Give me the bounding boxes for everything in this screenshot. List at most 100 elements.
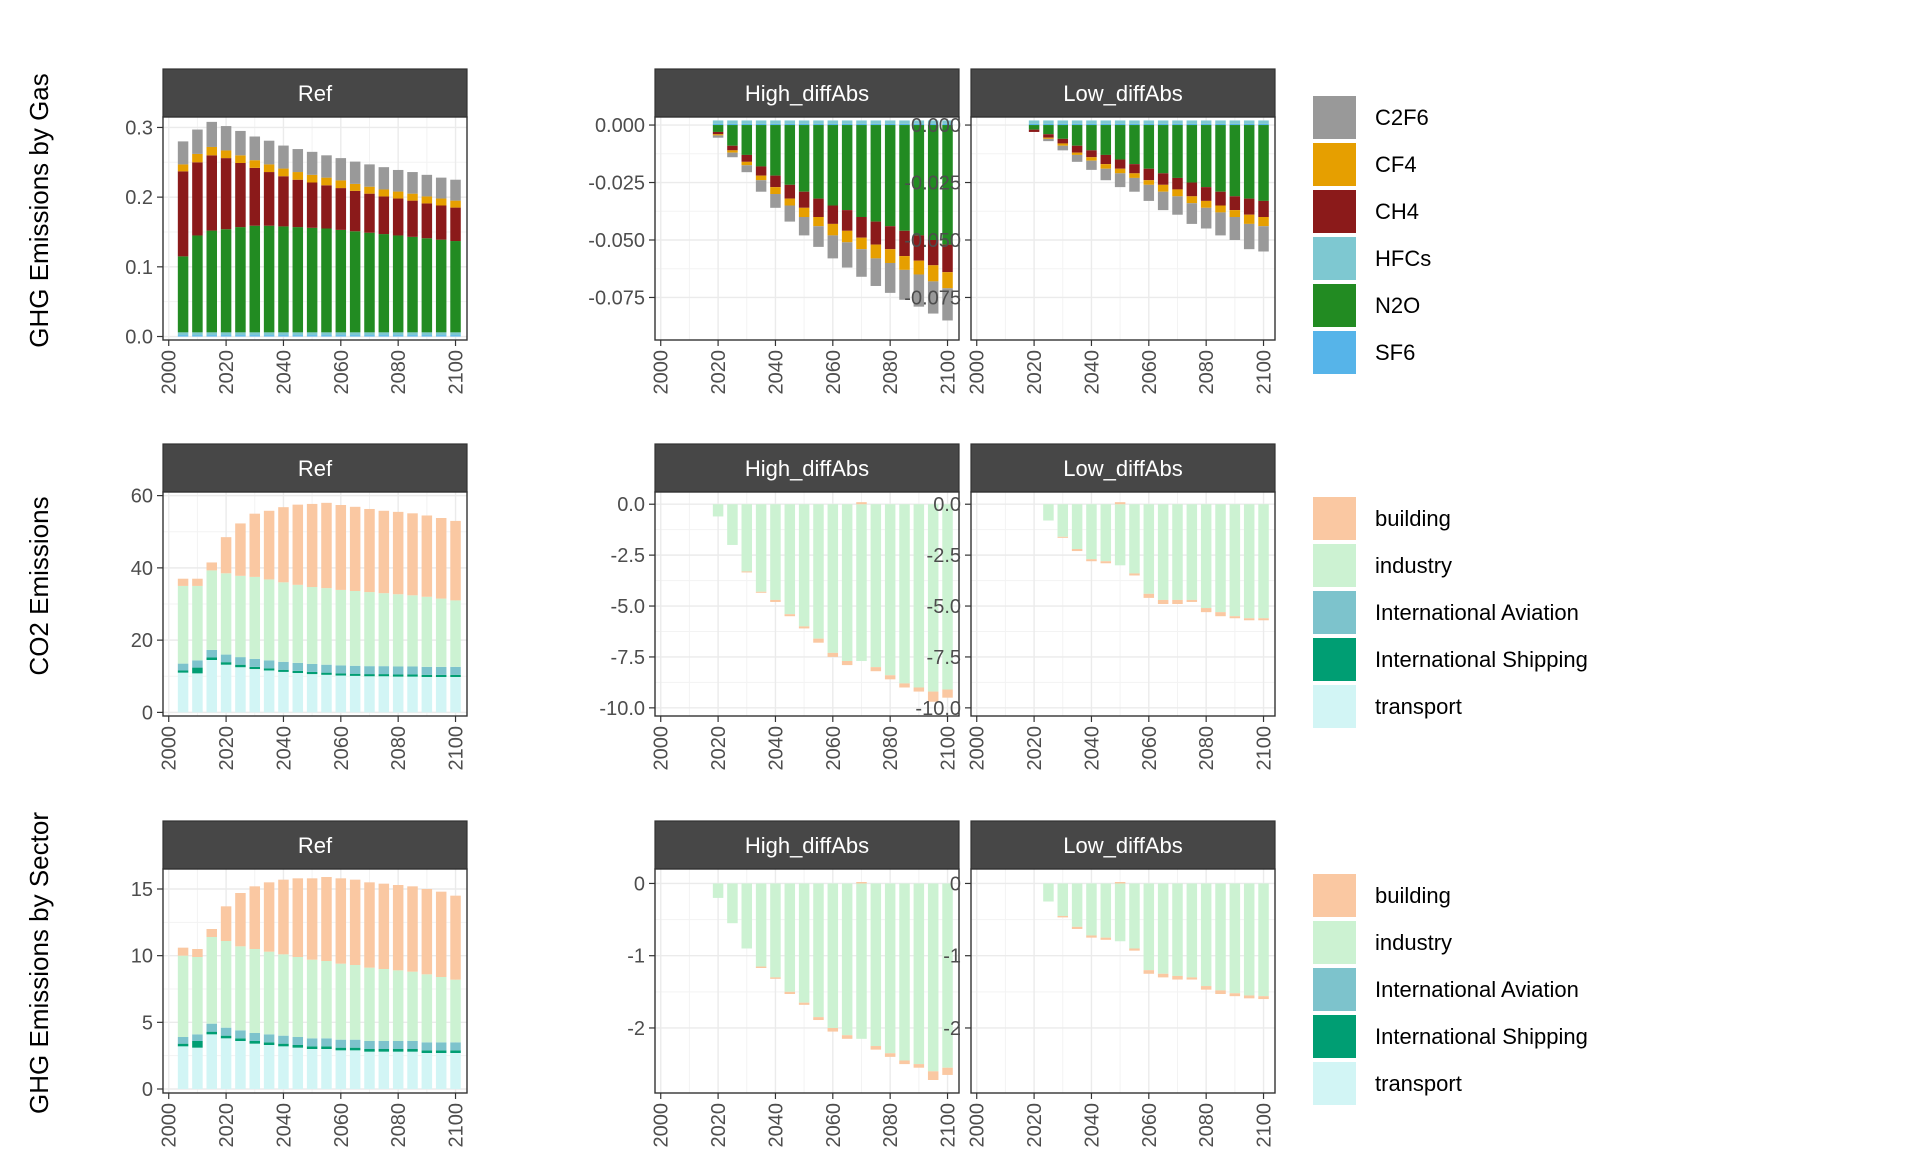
bar-international-aviation-2060 [335,1039,347,1048]
bar-international-shipping-2045 [292,1045,304,1048]
bar-building-2030 [741,571,753,573]
bar-international-aviation-2030 [249,1033,261,1041]
x-tick-label: 2060 [331,350,353,395]
bar-cf4-2075 [870,244,882,259]
bar-hfcs-2055 [321,332,332,336]
bar-ch4-2005 [177,171,189,257]
bar-cf4-2070 [364,186,375,194]
bar-international-aviation-2090 [421,666,433,675]
bar-sf6-2100 [942,123,953,126]
bar-international-aviation-2020 [220,1027,232,1036]
bar-transport-2035 [263,1045,275,1089]
y-tick-label: -1 [627,946,645,968]
legend-key-industry [1313,921,1356,964]
bar-industry-2070 [1172,883,1183,976]
bar-building-2040 [770,977,781,979]
bar-transport-2080 [392,1051,404,1089]
bar-industry-2075 [1186,504,1198,600]
bar-sf6-2060 [827,123,839,126]
bar-building-2080 [1200,608,1212,613]
bar-industry-2095 [927,883,939,1072]
bar-c2f6-2045 [292,149,304,173]
bar-industry-2020 [712,504,724,517]
panel-border [970,868,1276,1094]
bar-transport-2025 [235,1041,246,1089]
bar-industry-2025 [235,946,246,1031]
bar-international-aviation-2025 [235,1030,246,1039]
x-tick-label: 2060 [823,726,845,771]
bar-c2f6-2095 [435,177,447,199]
bar-c2f6-2020 [712,135,724,138]
bar-industry-2100 [450,979,461,1043]
bar-c2f6-2075 [378,167,390,190]
bar-building-2100 [1258,618,1269,621]
bar-cf4-2010 [192,153,203,163]
bar-international-shipping-2060 [335,673,347,676]
x-tick-label: 2100 [446,1103,468,1148]
bar-c2f6-2030 [249,136,261,161]
legend-label-building: building [1375,883,1451,908]
bar-ch4-2020 [712,131,724,135]
legend-label-n2o: N2O [1375,293,1420,318]
bar-industry-2075 [870,883,882,1047]
bar-hfcs-2100 [1258,120,1269,124]
bar-transport-2025 [235,667,246,713]
bar-building-2030 [249,886,261,949]
bar-cf4-2055 [813,217,824,227]
bar-hfcs-2005 [177,332,189,336]
y-tick-label: 0.0 [125,327,153,349]
facet-strip-label: Ref [298,456,333,481]
x-tick-label: 2080 [1196,350,1218,395]
bar-n2o-2035 [1071,125,1083,146]
bar-cf4-2070 [1172,189,1183,197]
bar-hfcs-2070 [856,120,867,124]
bar-sf6-2070 [1172,123,1183,126]
bar-hfcs-2035 [263,332,275,336]
bar-cf4-2085 [1215,205,1226,213]
bar-industry-2080 [884,504,896,676]
bar-n2o-2075 [378,234,390,333]
bar-international-aviation-2045 [292,662,304,671]
y-tick-label: 0.000 [595,115,645,137]
bar-n2o-2045 [1100,125,1112,155]
bar-building-2100 [450,520,461,601]
bar-industry-2075 [1186,883,1198,978]
bar-international-aviation-2075 [378,666,390,675]
bar-building-2090 [1229,616,1241,619]
bar-c2f6-2010 [192,129,203,154]
bar-cf4-2075 [378,189,390,197]
bar-international-shipping-2020 [220,1035,232,1039]
bar-sf6-2100 [450,335,461,337]
bar-industry-2025 [1043,883,1054,902]
panel-border [970,116,1276,341]
bar-building-2070 [364,882,375,968]
bar-industry-2020 [220,941,232,1028]
y-tick-label: -0.075 [904,287,961,309]
legend-key-industry [1313,544,1356,587]
bar-n2o-2035 [755,125,767,167]
bar-international-shipping-2080 [392,674,404,677]
bar-hfcs-2075 [378,332,390,336]
bar-n2o-2020 [220,229,232,333]
bar-international-aviation-2060 [335,665,347,674]
bar-industry-2085 [407,595,418,667]
x-tick-label: 2060 [823,350,845,395]
bar-building-2040 [1086,559,1097,562]
bar-international-shipping-2005 [177,670,189,673]
x-tick-label: 2020 [1024,350,1046,395]
bar-cf4-2025 [235,155,246,163]
panel-border [162,491,468,717]
bar-cf4-2085 [899,256,910,270]
bar-c2f6-2100 [450,179,461,201]
bar-industry-2080 [1200,504,1212,609]
bar-c2f6-2085 [899,269,910,300]
bar-n2o-2090 [1229,125,1241,197]
x-tick-label: 2080 [880,726,902,771]
bar-c2f6-2080 [1200,207,1212,229]
bar-international-aviation-2040 [278,661,289,670]
bar-hfcs-2085 [899,120,910,124]
bar-transport-2045 [292,1047,304,1089]
bar-industry-2065 [1157,883,1169,974]
bar-building-2090 [913,687,925,692]
bar-sf6-2025 [1043,123,1054,126]
